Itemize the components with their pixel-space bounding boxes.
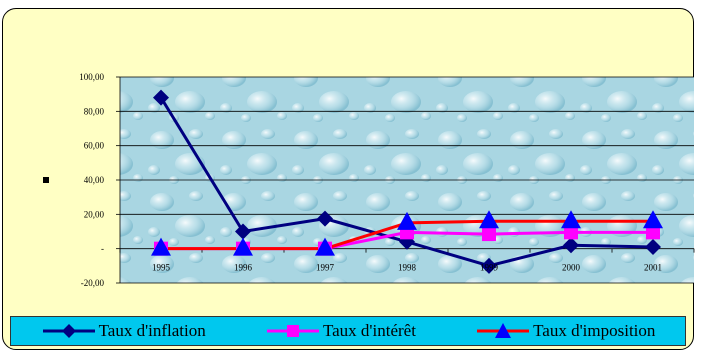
y-tick-label: 60,00 <box>84 141 105 151</box>
y-tick-label: 20,00 <box>84 209 105 219</box>
legend-label-interest: Taux d'intérêt <box>322 321 416 340</box>
data-point-2-6 <box>643 210 663 229</box>
diamond-marker-icon <box>42 324 95 338</box>
legend-item-inflation: Taux d'inflation <box>41 321 206 341</box>
triangle-marker-icon <box>477 323 530 338</box>
data-point-1-5 <box>564 225 578 240</box>
legend-label-taxation: Taux d'imposition <box>533 321 656 340</box>
data-point-0-6 <box>645 238 661 255</box>
data-point-2-3 <box>397 211 417 230</box>
square-marker-icon <box>266 325 319 337</box>
data-point-0-2 <box>317 210 333 227</box>
x-tick-label: 1998 <box>398 263 417 273</box>
legend-label-inflation: Taux d'inflation <box>98 321 206 340</box>
y-tick-label: 40,00 <box>84 175 105 185</box>
data-point-2-0 <box>151 237 171 256</box>
data-point-0-5 <box>563 237 579 254</box>
y-tick-label: 80,00 <box>84 106 105 116</box>
y-tick-label: 100,00 <box>79 72 104 82</box>
data-point-1-4 <box>482 227 496 242</box>
x-tick-label: 1997 <box>316 263 335 273</box>
data-point-2-4 <box>479 210 499 229</box>
data-point-0-4 <box>481 257 497 274</box>
x-tick-label: 1996 <box>234 263 253 273</box>
y-tick-label: -20,00 <box>81 278 105 288</box>
legend: Taux d'inflation Taux d'intérêt Taux d'i… <box>10 316 686 346</box>
axis-title-marker <box>43 177 49 183</box>
x-tick-label: 2001 <box>644 263 662 273</box>
y-tick-label: - <box>101 244 104 254</box>
x-tick-label: 2000 <box>562 263 581 273</box>
legend-item-interest: Taux d'intérêt <box>265 321 416 341</box>
x-tick-label: 1999 <box>480 263 499 273</box>
legend-item-taxation: Taux d'imposition <box>475 321 655 341</box>
x-tick-label: 1995 <box>152 263 171 273</box>
data-point-1-6 <box>646 225 660 240</box>
data-point-2-1 <box>233 237 253 256</box>
data-point-2-2 <box>315 237 335 256</box>
data-point-0-1 <box>235 223 251 240</box>
data-point-0-0 <box>153 89 169 106</box>
data-point-2-5 <box>561 210 581 229</box>
